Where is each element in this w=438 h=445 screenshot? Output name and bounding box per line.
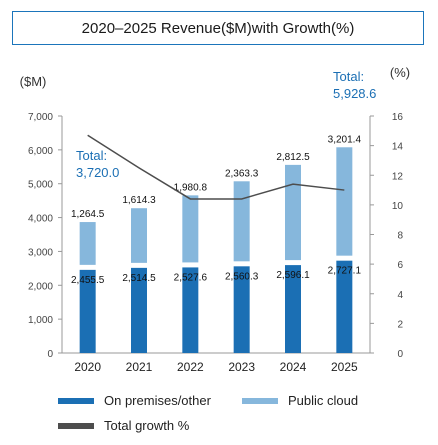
y-tick-label-right: 2 [397,319,403,330]
data-label-on-premises: 2,455.5 [71,275,105,286]
y-tick-label-right: 14 [392,142,404,153]
data-label-on-premises: 2,560.3 [225,271,259,282]
data-label-on-premises: 2,596.1 [276,270,310,281]
y-tick-label-left: 6,000 [28,146,53,157]
legend-swatch-public-cloud [242,397,278,404]
x-tick-label: 2022 [177,360,204,374]
data-label-public-cloud: 2,812.5 [276,152,310,163]
y-tick-label-right: 6 [397,260,403,271]
bar-on-premises [233,266,250,353]
data-label-on-premises: 2,514.5 [122,273,156,284]
y-tick-label-left: 0 [47,349,53,360]
legend-swatch-on-premises [58,397,94,404]
y-axis-left-label: ($M) [20,74,47,89]
data-label-public-cloud: 1,614.3 [122,195,156,206]
data-label-public-cloud: 2,363.3 [225,168,259,179]
y-tick-label-left: 1,000 [28,315,53,326]
data-label-on-premises: 2,727.1 [328,266,362,277]
y-tick-label-right: 8 [397,231,403,242]
x-tick-label: 2025 [331,360,358,374]
annotation-total-2020-value: 3,720.0 [76,165,119,180]
bar-public-cloud [79,222,96,265]
x-tick-label: 2023 [228,360,255,374]
bar-on-premises [131,267,147,353]
legend-label-total-growth: Total growth % [104,418,190,433]
y-tick-label-left: 3,000 [28,247,53,258]
legend-item-public-cloud: Public cloud [242,393,358,408]
bar-public-cloud [336,147,353,256]
data-label-public-cloud: 1,980.8 [174,182,208,193]
chart-title-text: 2020–2025 Revenue($M)with Growth(%) [81,19,355,37]
data-label-public-cloud: 3,201.4 [328,134,362,145]
bar-on-premises [182,267,199,353]
annotation-total-2020-label: Total: [76,148,107,163]
x-tick-label: 2024 [280,360,307,374]
y-tick-label-right: 4 [397,290,403,301]
legend-swatch-total-growth [58,422,94,429]
legend-label-on-premises: On premises/other [104,393,211,408]
y-tick-label-left: 2,000 [28,281,53,292]
bar-public-cloud [285,164,301,261]
y-tick-label-right: 0 [397,349,403,360]
y-tick-label-right: 12 [392,171,404,182]
legend-label-public-cloud: Public cloud [288,393,359,408]
bar-public-cloud [182,195,199,263]
annotation-total-2025-label: Total: [333,69,364,84]
y-tick-label-left: 7,000 [28,112,53,123]
data-label-public-cloud: 1,264.5 [71,209,105,220]
chart-title: 2020–2025 Revenue($M)with Growth(%) [12,11,424,45]
bar-on-premises [285,265,301,353]
x-tick-label: 2020 [74,360,101,374]
legend-item-on-premises: On premises/other [58,393,211,408]
y-tick-label-left: 5,000 [28,180,53,191]
bar-public-cloud [131,208,147,263]
x-tick-label: 2021 [126,360,153,374]
line-total-growth [87,134,345,200]
y-tick-label-left: 4,000 [28,214,53,225]
annotation-total-2025-value: 5,928.6 [333,86,376,101]
legend-item-total-growth: Total growth % [58,418,189,433]
y-tick-label-right: 16 [392,112,404,123]
y-axis-right-label: (%) [390,65,410,80]
bar-on-premises [336,260,353,353]
bar-public-cloud [233,181,250,262]
bar-on-premises [79,269,96,353]
data-label-on-premises: 2,527.6 [174,272,208,283]
y-tick-label-right: 10 [392,201,404,212]
